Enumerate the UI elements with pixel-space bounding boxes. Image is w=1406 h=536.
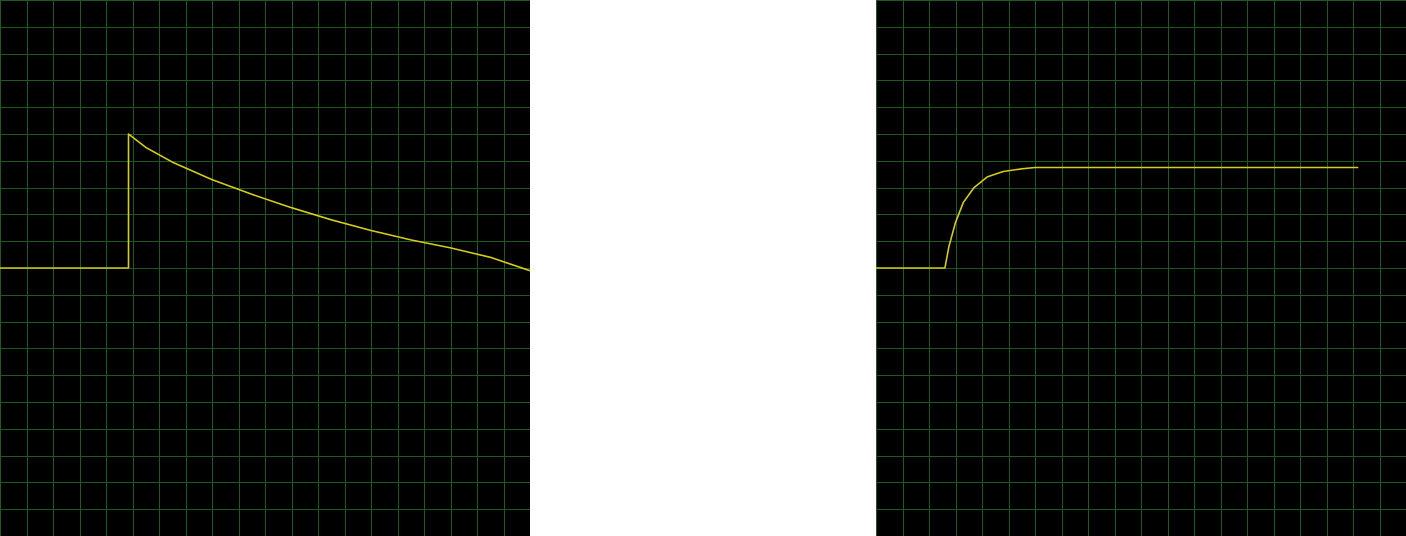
chart-right: [876, 0, 1406, 536]
oscilloscope-right: [876, 0, 1406, 536]
right-grid: [876, 0, 1406, 536]
left-grid: [0, 0, 530, 536]
oscilloscope-left: [0, 0, 530, 536]
right-trace-line: [876, 166, 1359, 269]
left-trace-line: [0, 133, 530, 272]
chart-left: [0, 0, 530, 536]
